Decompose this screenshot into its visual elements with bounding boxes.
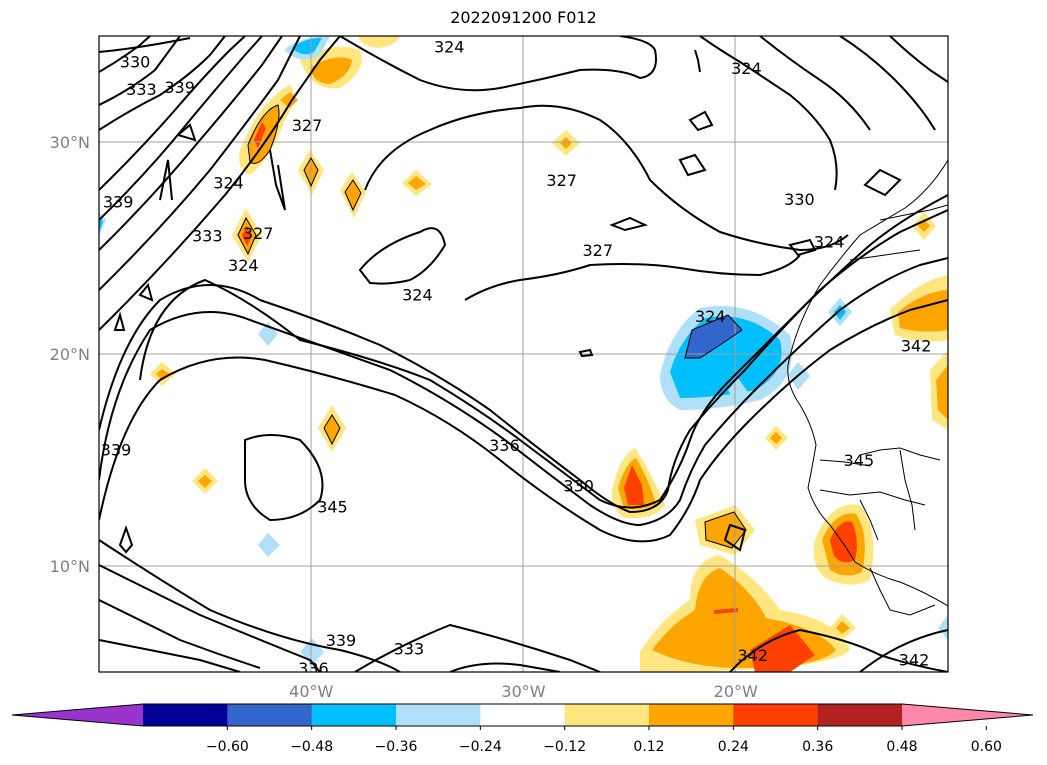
colorbar-tick-label: −0.12 <box>543 739 586 755</box>
lon-tick-label: 40°W <box>289 682 333 701</box>
contour-label: 336 <box>298 659 329 678</box>
contour-label: 339 <box>101 440 132 459</box>
contour-label: 324 <box>434 38 465 57</box>
lat-tick-label: 20°N <box>50 345 90 364</box>
map-frame <box>98 35 949 673</box>
colorbar-tick-label: −0.24 <box>459 739 502 755</box>
contour-label: 342 <box>901 337 932 356</box>
colorbar-tick-label: 0.12 <box>633 739 664 755</box>
colorbar-tick-label: 0.24 <box>718 739 749 755</box>
contour-label: 327 <box>583 241 614 260</box>
colorbar-tick-label: 0.36 <box>802 739 833 755</box>
colorbar-extend-high <box>902 704 1033 726</box>
contour-label: 339 <box>103 192 134 211</box>
contour-label: 330 <box>563 476 594 495</box>
contour-label: 333 <box>394 640 425 659</box>
colorbar-tick-label: −0.36 <box>375 739 418 755</box>
map-title: 2022091200 F012 <box>450 8 597 27</box>
contour-label: 327 <box>243 224 274 243</box>
lat-tick-label: 30°N <box>50 133 90 152</box>
contour-label: 324 <box>402 286 433 305</box>
colorbar-tick-label: 0.60 <box>971 739 1002 755</box>
contour-label: 342 <box>899 650 930 669</box>
colorbar-extend-low <box>12 704 143 726</box>
contour-label: 339 <box>164 78 195 97</box>
axis-tick-labels: 40°W 30°W 20°W 10°N 20°N 30°N <box>50 133 758 701</box>
contour-label: 333 <box>126 80 157 99</box>
contour-label: 339 <box>326 631 357 650</box>
contour-label: 333 <box>192 226 223 245</box>
contour-label: 327 <box>292 116 323 135</box>
colorbar-swatch <box>733 704 819 726</box>
contour-label: 327 <box>546 171 577 190</box>
colorbar-swatch <box>143 704 228 726</box>
colorbar-swatch <box>311 704 397 726</box>
contour-lines <box>99 36 948 672</box>
colorbar-tick-label: −0.60 <box>206 739 249 755</box>
colorbar-swatch <box>564 704 650 726</box>
gridlines <box>99 36 948 672</box>
colorbar-swatch <box>817 704 903 726</box>
colorbar-swatch <box>649 704 734 726</box>
contour-label: 345 <box>317 498 348 517</box>
contour-labels: 324 324 327 324 327 330 324 333 327 324 327 324 324 3… <box>101 38 932 678</box>
contour-label: 324 <box>731 59 762 78</box>
contour-label: 324 <box>213 173 244 192</box>
colorbar-swatch <box>227 704 313 726</box>
colorbar-outline <box>11 703 1034 727</box>
contour-label: 330 <box>120 52 151 71</box>
contour-label: 342 <box>737 646 768 665</box>
contour-label: 330 <box>784 190 815 209</box>
contour-label: 336 <box>489 436 520 455</box>
contour-label: 324 <box>695 307 726 326</box>
shade-outlines <box>237 104 747 549</box>
lat-tick-label: 10°N <box>50 557 90 576</box>
colorbar-swatch <box>396 704 481 726</box>
lon-tick-label: 20°W <box>714 682 758 701</box>
contour-label: 324 <box>228 256 259 275</box>
contour-label: 345 <box>844 451 875 470</box>
colorbar-tick-label: 0.48 <box>886 739 917 755</box>
colorbar-tick-label: −0.48 <box>290 739 333 755</box>
colorbar: −0.60 −0.48 −0.36 −0.24 −0.12 0.12 0.24 0.36 0.4… <box>11 703 1034 755</box>
colorbar-swatch <box>480 704 566 726</box>
contour-label: 324 <box>814 233 845 252</box>
lon-tick-label: 30°W <box>501 682 545 701</box>
